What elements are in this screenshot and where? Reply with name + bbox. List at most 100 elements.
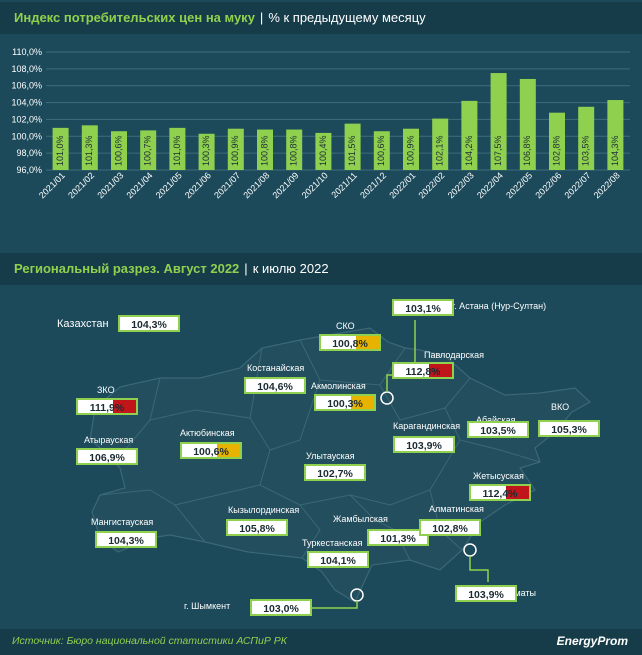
bar [315,132,332,170]
region-value: 102,8% [419,519,481,536]
region-value: 112,4% [469,484,531,501]
region-label: Костанайская [247,363,305,373]
bar [403,128,419,170]
region-value: 105,3% [538,420,600,437]
x-tick-label: 2021/07 [212,170,242,200]
cpi-bar-chart: 96,0% 98,0% 100,0% 102,0% 104,0% 106,0% 108,0%… [11,47,630,200]
x-tick-label: 2021/11 [329,170,359,200]
brand-logo: EnergyProm [556,634,628,648]
region-label: Жетысуская [473,471,524,481]
bar-value-label: 101,5% [347,135,357,166]
bar [140,130,157,170]
region-value: 102,7% [304,464,366,481]
map-subtitle: к июлю 2022 [252,261,329,276]
footer: Источник: Бюро национальной статистики А… [0,629,642,655]
x-tick-label: 2022/05 [504,170,534,200]
almaty-marker [463,543,477,557]
x-tick-label: 2022/02 [417,170,447,200]
x-tick-label: 2022/04 [475,170,505,200]
region-value: 100,8% [319,334,381,351]
bar-value-label: 100,6% [376,135,386,166]
y-tick-label: 108,0% [11,64,42,74]
chart-header: Индекс потребительских цен на муку |% к п… [0,2,642,34]
region-value: 101,3% [367,529,429,546]
region-value: 104,6% [244,377,306,394]
bar-value-label: 100,6% [113,135,123,166]
region-label: ВКО [551,402,570,412]
region-value-kazakhstan: 104,3% [118,315,180,332]
region-label: Кызылординская [228,505,300,515]
bar [373,131,390,170]
region-label: СКО [336,321,355,331]
y-tick-label: 100,0% [11,131,42,141]
y-tick-label: 96,0% [16,165,42,175]
y-tick-label: 98,0% [16,148,42,158]
x-tick-label: 2021/04 [125,170,155,200]
region-value: 103,5% [467,421,529,438]
bar-value-label: 101,0% [55,135,65,166]
x-tick-label: 2022/08 [592,170,622,200]
region-value: 111,9% [76,398,138,415]
region-value: 106,9% [76,448,138,465]
bar [461,100,478,170]
bar-value-label: 100,8% [289,135,299,166]
bar [81,125,98,170]
bar-value-label: 100,8% [259,135,269,166]
x-tick-label: 2022/06 [533,170,563,200]
bar [607,100,624,170]
bar-value-label: 102,8% [551,135,561,166]
region-value: 100,6% [180,442,242,459]
region-value: 104,1% [307,551,369,568]
region-label: Карагандинская [393,421,461,431]
x-tick-label: 2021/06 [183,170,213,200]
x-tick-label: 2021/09 [271,170,301,200]
regional-map: Казахстан 104,3% СКО 100,8% г. Астана (Нур-С… [0,290,642,625]
bar-value-label: 100,4% [318,135,328,166]
x-tick-label: 2021/02 [66,170,96,200]
bar [198,133,215,170]
bar-value-label: 100,3% [201,135,211,166]
region-value: 105,8% [226,519,288,536]
bar [286,129,303,170]
x-tick-label: 2021/03 [95,170,125,200]
map-header: Региональный разрез. Август 2022 | к июлю … [0,253,642,285]
bar-value-label: 100,7% [143,135,153,166]
region-label-kazakhstan: Казахстан [57,318,109,330]
bar-value-label: 104,3% [610,135,620,166]
chart-title: Индекс потребительских цен на муку [14,10,255,25]
x-tick-label: 2021/08 [241,170,271,200]
region-label: Абайская [476,415,516,425]
x-tick-label: 2022/01 [387,170,417,200]
region-label: Павлодарская [424,350,484,360]
region-value: 112,8% [392,362,454,379]
region-label: Атырауская [84,435,134,445]
bar-value-label: 106,8% [522,135,532,166]
bar-value-label: 101,0% [172,135,182,166]
bar-value-label: 100,9% [230,135,240,166]
region-label: г. Шымкент [184,601,231,611]
x-tick-label: 2021/05 [154,170,184,200]
region-label: Жамбылская [333,514,388,524]
y-tick-label: 104,0% [11,98,42,108]
bar-value-label: 104,2% [464,135,474,166]
y-tick-label: 110,0% [12,47,42,57]
x-tick-label: 2021/10 [300,170,330,200]
bar [344,123,361,170]
bar [490,73,507,170]
region-label: Туркестанская [302,538,363,548]
x-tick-label: 2022/03 [446,170,476,200]
region-label: Улытауская [306,451,355,461]
region-label: ЗКО [97,385,115,395]
bar-value-label: 101,3% [84,135,94,166]
bar [519,78,536,170]
shymkent-leader [300,601,358,609]
almaty-leader [469,556,489,582]
bar [549,112,565,170]
region-value: 104,3% [95,531,157,548]
bar-value-label: 102,1% [435,135,445,166]
y-tick-label: 106,0% [11,81,42,91]
region-label: Актюбинская [180,428,235,438]
y-tick-label: 102,0% [11,114,42,124]
x-tick-label: 2022/07 [563,170,593,200]
chart-subtitle: % к предыдущему месяцу [268,10,426,25]
